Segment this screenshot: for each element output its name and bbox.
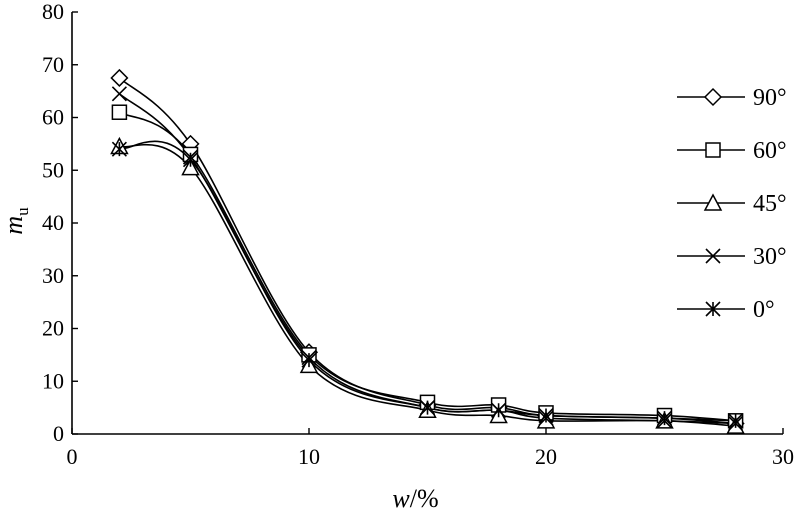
series-markers [110,68,745,434]
data-point [111,104,128,120]
y-tick-label: 10 [42,368,64,393]
data-point [656,410,673,426]
data-point [111,86,127,102]
y-tick-label: 80 [42,0,64,24]
data-point [110,68,129,87]
legend-marker [705,248,721,264]
data-point [182,152,199,168]
legend-marker [705,301,721,317]
y-tick-label: 40 [42,210,64,235]
y-tick-label: 20 [42,316,64,341]
y-tick-label: 60 [42,105,64,130]
legend-label: 30° [753,244,787,270]
y-axis-title-var: m [0,216,28,235]
legend-label: 60° [753,138,787,164]
data-point [419,400,436,416]
series-lines [118,77,736,427]
x-tick-label: 0 [67,444,78,469]
series-line [119,140,736,422]
x-axis-title: w/% [392,484,438,513]
data-point [111,141,127,157]
series-line [118,111,736,422]
series-line [118,77,736,425]
data-point [301,352,317,368]
axes: 0 10 20 30 40 50 60 70 80 0 10 20 30 [42,0,794,469]
data-point [181,158,200,176]
x-tick-label: 10 [298,444,320,469]
y-axis-title-subscript: u [13,207,32,216]
x-axis-title-unit: /% [410,484,439,513]
axis-titles: w/% mu [0,207,439,513]
y-tick-label: 50 [42,157,64,182]
data-point [491,402,507,418]
data-point [538,407,554,424]
x-axis-title-var: w [392,484,410,513]
y-tick-label: 0 [53,421,64,446]
y-axis-title: mu [0,207,32,235]
x-tick-label: 30 [772,444,794,469]
legend-label: 0° [753,297,775,323]
legend-marker [705,142,721,158]
legend-label: 90° [753,85,787,111]
y-tick-label: 70 [42,52,64,77]
data-point [728,413,744,429]
legend: 90° 60° 45° 30° 0° [677,85,787,323]
legend-marker [703,87,723,107]
series-line [118,93,736,425]
x-tick-label: 20 [535,444,557,469]
legend-marker [703,193,723,211]
legend-label: 45° [753,191,787,217]
y-tick-label: 30 [42,263,64,288]
